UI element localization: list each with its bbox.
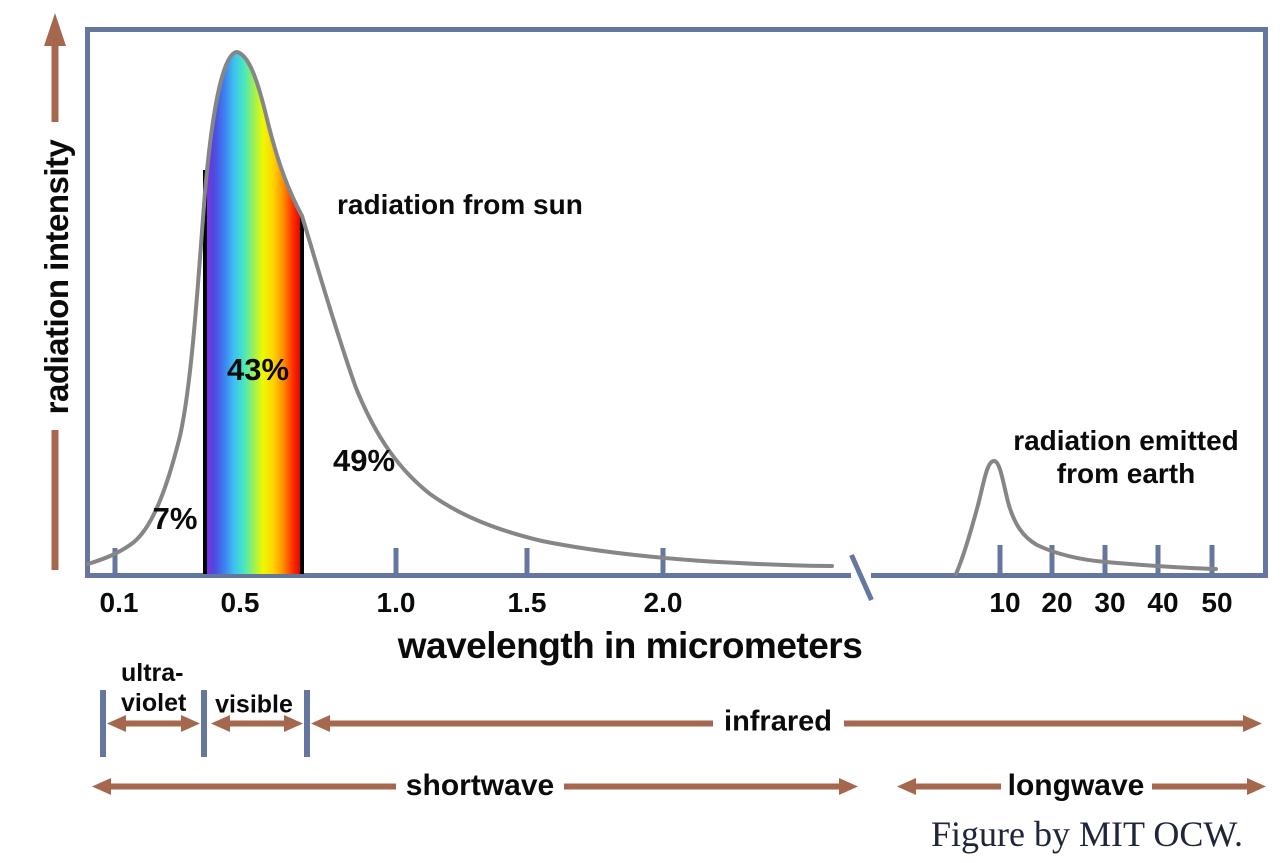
visible-band-label: visible <box>215 690 293 719</box>
uv-percentage: 7% <box>152 501 198 536</box>
x-tick-label-1.0: 1.0 <box>376 587 416 618</box>
uv-arrow-left-head-icon <box>107 715 126 732</box>
shortwave-arrow-left-head-icon <box>92 778 111 795</box>
ultraviolet-band-label-line1: ultra- <box>121 659 184 687</box>
infrared-band-label: infrared <box>724 705 832 738</box>
plot-border <box>85 27 1268 578</box>
x-tick-label-50: 50 <box>1201 587 1233 618</box>
sun-radiation-curve <box>86 49 834 568</box>
ultraviolet-band-label-line2: violet <box>121 689 187 717</box>
x-tick-label-0.1: 0.1 <box>99 587 139 618</box>
visible-percentage: 43% <box>226 352 290 387</box>
longwave-arrow-left-head-icon <box>897 778 916 795</box>
infrared-percentage: 49% <box>332 443 396 478</box>
band-arrows-row <box>107 715 1262 732</box>
x-tick-label-1.5: 1.5 <box>507 587 547 618</box>
y-axis-arrow <box>44 13 66 570</box>
earth-curve-label-line2: from earth <box>1056 458 1196 489</box>
visible-spectrum-band <box>205 52 302 574</box>
longwave-arrow-right-head-icon <box>1247 778 1266 795</box>
x-tick-label-0.5: 0.5 <box>220 587 260 618</box>
shortwave-range-label: shortwave <box>405 769 555 802</box>
earth-curve-label-line1: radiation emitted <box>1013 425 1239 456</box>
shortwave-arrow-right-head-icon <box>839 778 858 795</box>
sun-curve-label: radiation from sun <box>337 189 583 220</box>
band-divider-bars <box>100 690 310 757</box>
x-tick-label-2.0: 2.0 <box>643 587 683 618</box>
ultraviolet-band-label: ultra- violet <box>121 658 186 718</box>
y-axis-label: radiation intensity <box>38 139 75 415</box>
x-tick-label-40: 40 <box>1147 587 1179 618</box>
earth-radiation-curve <box>954 458 1218 576</box>
infrared-arrow-right-head-icon <box>1243 715 1262 732</box>
x-tick-label-10: 10 <box>989 587 1021 618</box>
uv-arrow-right-head-icon <box>181 715 200 732</box>
x-tick-label-20: 20 <box>1041 587 1073 618</box>
infrared-arrow-left-head-icon <box>311 715 330 732</box>
y-axis-arrowhead-icon <box>44 13 66 46</box>
earth-curve-label: radiation emitted from earth <box>1013 424 1239 490</box>
visible-arrow-left-head-icon <box>211 715 230 732</box>
axis-break-mark <box>849 553 874 602</box>
wave-range-arrows-row <box>92 778 1266 795</box>
x-axis-label: wavelength in micrometers <box>397 625 863 666</box>
x-ticks-left-group <box>112 548 666 573</box>
figure-credit: Figure by MIT OCW. <box>930 814 1244 854</box>
longwave-range-label: longwave <box>1007 769 1145 802</box>
x-tick-label-30: 30 <box>1094 587 1126 618</box>
visible-arrow-right-head-icon <box>284 715 303 732</box>
